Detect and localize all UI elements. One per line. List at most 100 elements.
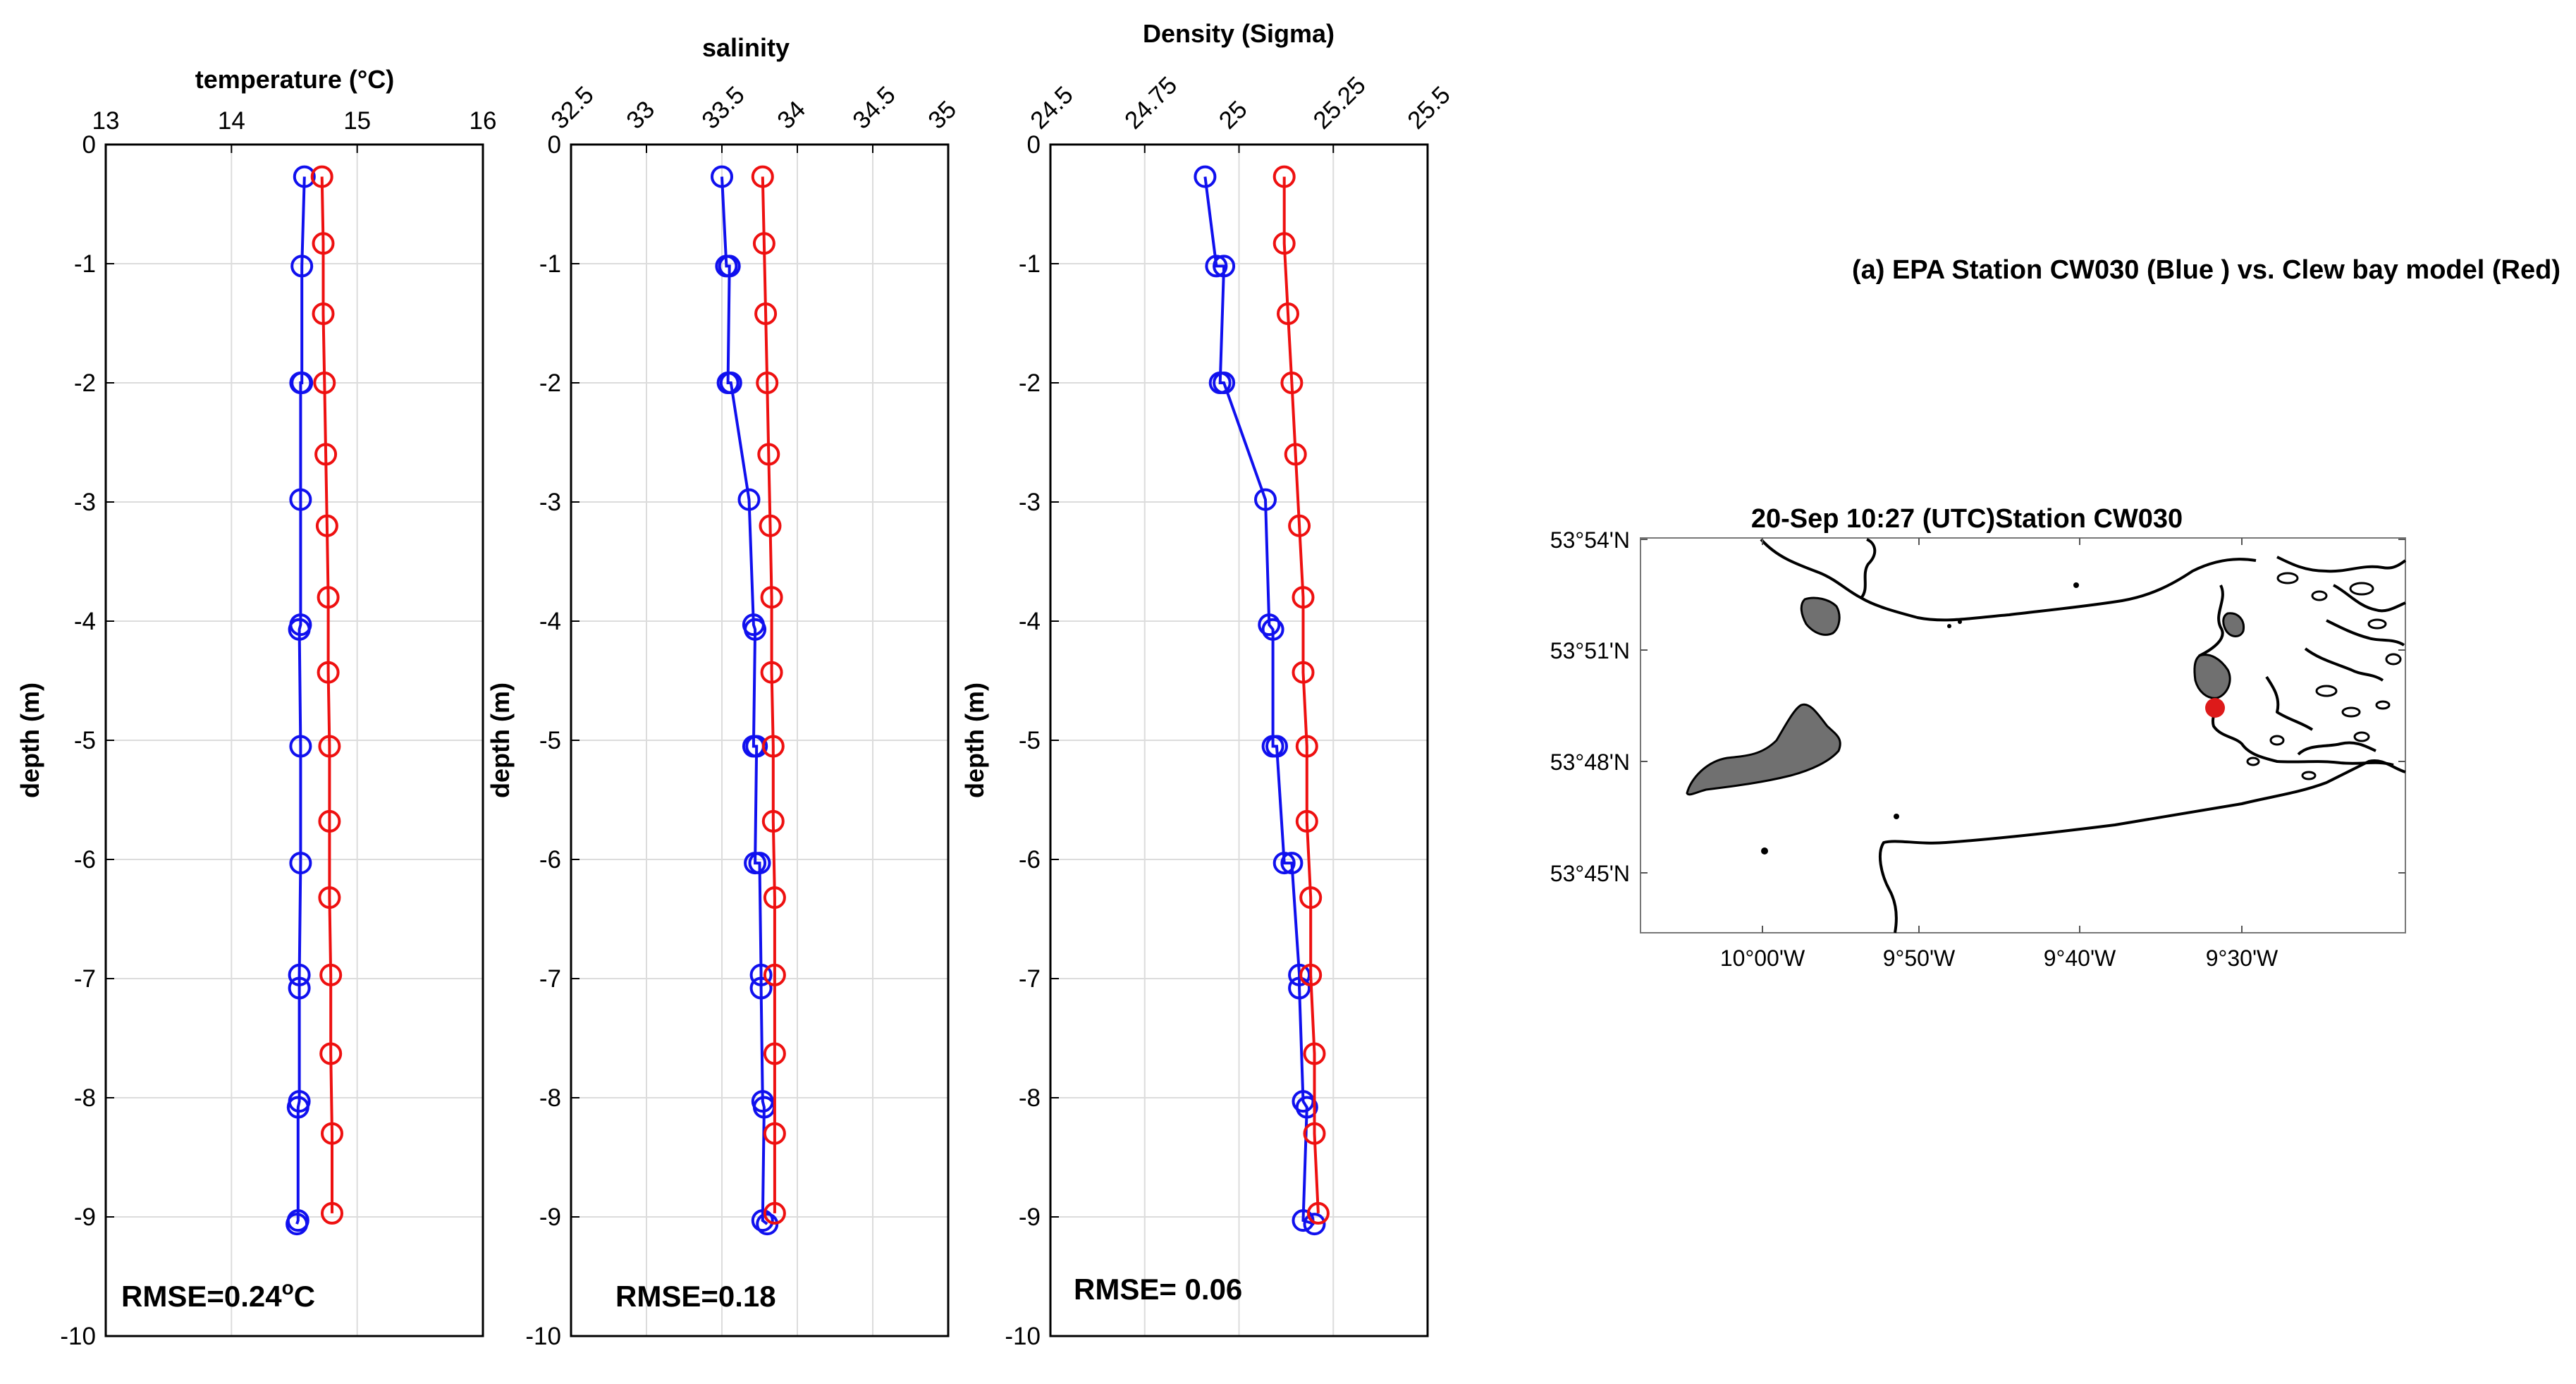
clare-island [1686, 703, 1841, 796]
density-blue-point [1272, 852, 1296, 875]
density-blue-series-line [1203, 176, 1315, 1226]
density-blue-point [1205, 255, 1228, 278]
density-ytick-label: 0 [1027, 131, 1041, 159]
temperature-red-point [313, 372, 336, 394]
temperature-ytick-label: -8 [74, 1084, 96, 1112]
salinity-ytick-label: -9 [539, 1204, 561, 1231]
temperature-series [286, 165, 343, 1236]
salinity-xtick-label: 35 [923, 96, 962, 135]
temperature-xlabel: temperature (°C) [195, 65, 394, 94]
temperature-red-point [315, 514, 338, 537]
salinity-blue-point [749, 963, 773, 986]
temperature-rmse-unit: C [294, 1280, 315, 1313]
temperature-ytick-label: -10 [60, 1323, 96, 1350]
legend-title: (a) EPA Station CW030 (Blue ) vs. Clew b… [1852, 255, 2560, 285]
temperature-xtick-label: 13 [92, 107, 120, 135]
map-lat-label: 53°48'N [1550, 749, 1630, 775]
salinity-ytick-label: -3 [539, 489, 561, 516]
salinity-ytick-label: 0 [548, 131, 561, 159]
salinity-blue-point [719, 372, 742, 394]
temperature-blue-point [288, 976, 311, 1000]
salinity-blue-point [749, 976, 773, 1000]
density-red-point [1272, 232, 1296, 255]
temperature-blue-series-line [295, 176, 306, 1225]
density-blue-point [1213, 372, 1236, 394]
temperature-blue-point [290, 255, 314, 278]
salinity-red-point [751, 165, 774, 188]
salinity-ytick-label: -1 [539, 250, 561, 278]
inner-islands [2193, 654, 2231, 699]
density-blue-point [1194, 165, 1217, 188]
temperature-ytick-label: -4 [74, 608, 96, 635]
salinity-ylabel: depth (m) [486, 682, 515, 798]
map-lon-label: 9°30'W [2206, 945, 2278, 971]
temperature-blue-point [286, 1096, 309, 1119]
salinity-red-point [763, 1201, 786, 1225]
salinity-red-point [763, 963, 786, 986]
density-red-point [1303, 1122, 1326, 1145]
salinity-blue-point [711, 165, 733, 188]
salinity-red-point [761, 735, 785, 758]
salinity-blue-point [745, 735, 768, 758]
map-lat-ticks [1640, 539, 2405, 874]
salinity-xtick-label: 33.5 [697, 81, 750, 135]
temperature-panel: 0 -1 -2 -3 -4 -5 -6 -7 -8 -9 -10 13 14 15 16 temperat… [16, 65, 496, 1350]
temperature-ytick-label: -6 [74, 846, 96, 874]
density-xticks: 24.5 24.75 25 25.25 25.5 [1025, 71, 1456, 153]
temperature-red-point [319, 963, 343, 986]
density-ytick-label: -4 [1019, 608, 1041, 635]
station-marker [2205, 698, 2225, 718]
salinity-red-series-line [761, 176, 776, 1213]
salinity-red-point [760, 661, 783, 684]
salinity-red-point [763, 1042, 786, 1065]
temperature-red-point [318, 735, 341, 758]
salinity-ytick-label: -7 [539, 965, 561, 993]
salinity-blue-series-line [720, 176, 768, 1225]
density-blue-point [1213, 255, 1236, 278]
density-blue-point [1295, 1096, 1318, 1119]
density-ytick-label: -2 [1019, 369, 1041, 397]
density-title: Density (Sigma) [1143, 19, 1335, 48]
station-map: 20-Sep 10:27 (UTC)Station CW030 [1550, 504, 2407, 971]
density-ytick-label: -1 [1019, 250, 1041, 278]
salinity-ytick-label: -4 [539, 608, 561, 635]
temperature-rmse-sup: o [282, 1277, 294, 1299]
density-ytick-label: -10 [1005, 1323, 1041, 1350]
temperature-red-point [319, 1042, 343, 1065]
salinity-red-point [757, 443, 780, 466]
density-red-point [1284, 443, 1307, 466]
density-xtick-label: 24.5 [1025, 81, 1079, 135]
density-red-point [1280, 372, 1304, 394]
salinity-panel: 0-1-2-3-4-5-6-7-8-9-10 32.5 33 33.5 34 34.5 3… [486, 33, 962, 1350]
temperature-red-point [312, 302, 335, 325]
density-blue-point [1258, 613, 1281, 637]
temperature-red-point [317, 586, 340, 609]
temperature-ytick-label: -1 [74, 250, 96, 278]
small-dots [1761, 582, 2079, 855]
salinity-yticks: 0 -1 -2 -3 -4 -5 -6 -7 -8 -9 -10 [525, 131, 579, 1350]
temperature-red-series-line [320, 176, 333, 1213]
density-red-point [1272, 165, 1296, 188]
density-ytick-label: -7 [1019, 965, 1041, 993]
density-red-point [1292, 586, 1315, 609]
salinity-red-point [754, 302, 778, 325]
density-ytick-label: -8 [1019, 1084, 1041, 1112]
temperature-blue-point [293, 165, 316, 188]
salinity-red-point [760, 586, 783, 609]
salinity-xticks: 32.5 33 33.5 34 34.5 35 [546, 81, 962, 153]
map-lat-label: 53°54'N [1550, 527, 1630, 553]
density-ytick-label: -9 [1019, 1204, 1041, 1231]
salinity-xtick-label: 34 [772, 96, 811, 135]
temperature-blue-point [288, 618, 311, 641]
temperature-red-point [317, 661, 340, 684]
density-blue-point [1303, 1213, 1326, 1236]
density-xtick-label: 25.25 [1308, 71, 1371, 135]
density-red-point [1303, 1042, 1326, 1065]
density-red-point [1295, 735, 1318, 758]
salinity-ytick-label: -10 [525, 1323, 561, 1350]
temperature-yticks: 0 -1 -2 -3 -4 -5 -6 -7 -8 -9 -10 [60, 131, 114, 1350]
salinity-red-point [756, 372, 779, 394]
map-lat-label: 53°45'N [1550, 861, 1630, 886]
land-masses [1686, 596, 2245, 796]
